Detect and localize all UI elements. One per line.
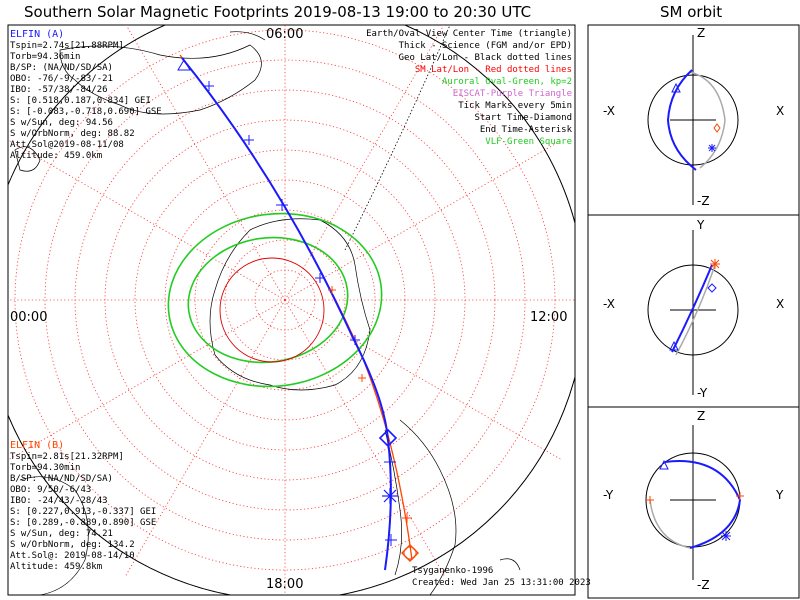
legend-item: End Time-Asterisk <box>479 125 572 135</box>
elfin-a-line: Att.Sol@2019-08-11/08 <box>10 140 124 150</box>
elfin-a-line: S: [-0.083,-0.718,0.690] GSE <box>10 107 162 117</box>
elfin-a-tick-marks <box>204 81 397 546</box>
legend-item: Earth/Oval View Center Time (triangle) <box>366 29 572 39</box>
orbit-yz-bottom-label: -Z <box>697 578 710 592</box>
view-center-triangle <box>177 59 191 71</box>
orbit-xz-left-label: -X <box>603 104 615 118</box>
orbit-xz-bottom-label: -Z <box>697 194 710 208</box>
created-timestamp: Created: Wed Jan 25 13:31:00 2023 <box>412 578 591 588</box>
legend-item: Start Time-Diamond <box>474 113 572 123</box>
elfin-b-line: S w/OrbNorm, deg: 134.2 <box>10 540 135 550</box>
orbit-xy-right-label: X <box>776 297 785 311</box>
elfin-a-line: Altitude: 459.0km <box>10 151 103 161</box>
clock-label-bottom: 18:00 <box>266 577 304 592</box>
legend-item: Tick Marks every 5min <box>458 101 572 111</box>
elfin-b-end-marker <box>403 546 417 560</box>
orbit-yz-right-label: Y <box>776 488 784 502</box>
orbit-xy-top-label: Y <box>697 218 705 232</box>
orbit-yz-left-label: -Y <box>603 488 614 502</box>
elfin-b-line: B/SP: (NA/ND/SD/SA) <box>10 474 113 484</box>
elfin-b-line: Altitude: 459.8km <box>10 562 103 572</box>
orbit-xy-bottom-label: -Y <box>697 386 708 400</box>
elfin-a-line: B/SP: (NA/ND/SD/SA) <box>10 63 113 73</box>
elfin-a-line: S: [0.518,0.187,0.834] GEI <box>10 96 151 106</box>
elfin-b-line: IBO: -24/43/-28/43 <box>10 496 108 506</box>
elfin-b-line: S: [0.289,-0.889,0.890] GSE <box>10 518 157 528</box>
elfin-b-line: Att.Sol@: 2019-08-14/10 <box>10 551 135 561</box>
legend-item: VLF-Green Square <box>485 137 572 147</box>
elfin-b-line: S w/Sun, deg: 74.21 <box>10 529 113 539</box>
orbit-title: SM orbit <box>660 3 723 21</box>
legend-item: EISCAT-Purple Triangle <box>452 89 572 99</box>
clock-label-left: 00:00 <box>10 310 48 325</box>
legend-item: Thick - Science (FGM and/or EPD) <box>398 41 572 51</box>
elfin-a-line: Torb=94.36min <box>10 52 81 62</box>
elfin-b-line: OBO: 9/50/-6/43 <box>10 485 92 495</box>
orbit-xy-left-label: -X <box>603 297 615 311</box>
coastlines <box>14 31 521 595</box>
elfin-a-line: IBO: -57/38/-84/26 <box>10 85 108 95</box>
orbit-xz-top-label: Z <box>697 26 706 40</box>
elfin-b-line: S: [0.227,0.913,-0.337] GEI <box>10 507 157 517</box>
elfin-b-line: Tspin=2.81s[21.32RPM] <box>10 452 124 462</box>
map-frame <box>7 24 576 596</box>
legend-item: SM Lat/Lon - Red dotted lines <box>414 65 572 75</box>
elfin-b-tick-marks <box>328 286 412 523</box>
model-credit: Tsyganenko-1996 <box>412 566 494 576</box>
plot-title: Southern Solar Magnetic Footprints 2019-… <box>24 3 532 21</box>
orbit-yz-top-label: Z <box>697 409 706 423</box>
clock-label-top: 06:00 <box>266 27 304 42</box>
elfin-b-name: ELFIN (B) <box>10 440 65 451</box>
elfin-a-line: S w/OrbNorm, deg: 88.82 <box>10 129 135 139</box>
legend-item: Geo Lat/Lon - Black dotted lines <box>398 53 572 63</box>
elfin-a-start-diamond <box>378 428 398 448</box>
elfin-a-line: Tspin=2.74s[21.88RPM] <box>10 41 124 51</box>
elfin-a-line: S w/Sun, deg: 94.56 <box>10 118 113 128</box>
elfin-a-track <box>181 57 392 571</box>
elfin-a-line: OBO: -76/-9/-83/-21 <box>10 74 113 84</box>
sm-pole-ring <box>219 257 325 363</box>
clock-label-right: 12:00 <box>530 310 568 325</box>
sm-lon-lines <box>8 25 575 595</box>
elfin-b-line: Torb=94.30min <box>10 463 81 473</box>
elfin-a-name: ELFIN (A) <box>10 29 65 40</box>
geo-dotted-line <box>344 25 451 251</box>
legend-item: Auroral Oval-Green, kp=2 <box>441 77 572 87</box>
elfin-a-end-asterisk <box>382 488 398 504</box>
orbit-xz-right-label: X <box>776 104 785 118</box>
